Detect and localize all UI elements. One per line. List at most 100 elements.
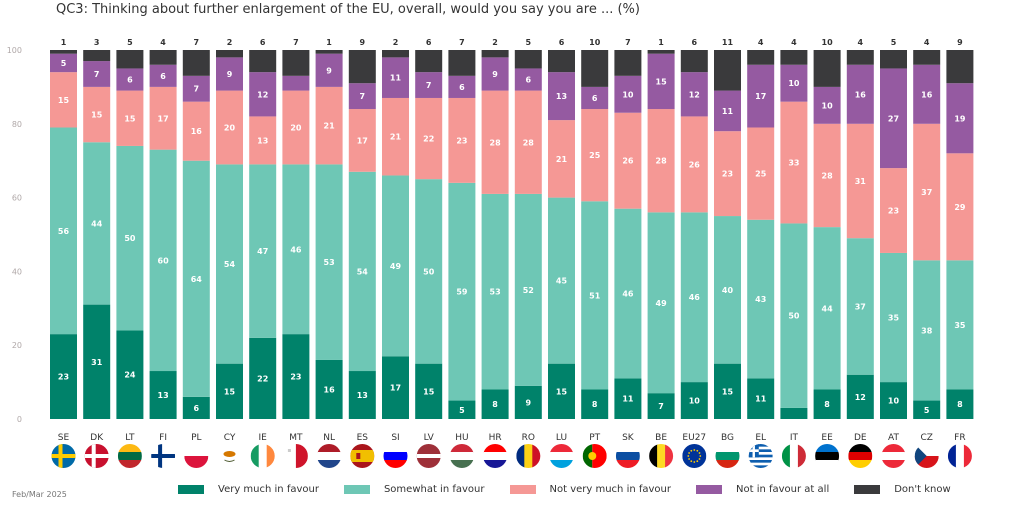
data-label: 28 [656,157,668,166]
data-label: 23 [290,373,301,382]
legend-label: Not in favour at all [736,484,830,495]
bar-segment [481,50,509,58]
bar-segment [348,371,376,419]
flag-icon-se [51,444,76,468]
bar-segment [50,50,77,54]
data-label: 4 [758,38,764,47]
data-label: 9 [360,38,366,47]
data-label: 47 [257,247,268,256]
flag-icon-fi [151,444,176,468]
bar-group-at: 10 35 23 27 5 [880,38,907,419]
bar-group-nl: 16 53 21 9 1 [315,38,343,419]
bar-group-fr: 8 35 29 19 9 [946,38,974,419]
data-label: 26 [689,160,701,169]
data-label: 59 [456,288,468,297]
bar-segment [149,86,177,150]
bar-segment [880,168,907,253]
bar-group-it: 50 33 10 4 [780,38,808,419]
data-label: 27 [888,114,899,123]
bar-group-se: 23 56 15 5 1 [50,38,77,419]
legend-item: Not very much in favour [509,484,671,495]
y-tick-label: 40 [12,267,22,276]
x-tick-label: FI [159,433,167,443]
data-label: 49 [656,299,668,308]
legend-label: Somewhat in favour [383,484,485,495]
bar-segment [747,378,775,419]
flag-icon-sk [615,444,640,468]
x-tick-label: CZ [920,433,932,443]
flag-icon-lt [117,444,142,468]
bar-segment [647,50,675,54]
data-label: 26 [622,157,634,166]
bar-segment [946,50,974,84]
data-label: 1 [658,38,664,47]
data-label: 6 [459,83,465,92]
data-label: 13 [556,92,567,101]
data-label: 12 [257,90,268,99]
x-tick-label: ES [357,433,369,443]
data-label: 2 [227,38,233,47]
data-label: 12 [855,393,866,402]
legend-swatch [178,485,204,494]
data-label: 56 [58,227,70,236]
data-label: 11 [622,395,634,404]
flag-icon-bg [715,444,740,468]
data-label: 23 [456,136,467,145]
data-label: 35 [954,321,966,330]
data-label: 46 [622,290,634,299]
x-tick-label: PL [191,433,201,443]
bar-segment [880,252,907,383]
bar-segment [149,371,177,419]
data-label: 60 [158,256,170,265]
x-tick-label: HR [489,433,502,443]
data-label: 35 [888,314,900,323]
bar-segment [249,72,277,117]
y-tick-label: 80 [12,120,22,129]
bar-segment [548,363,575,419]
data-label: 37 [921,188,932,197]
bar-segment [448,97,476,183]
data-label: 15 [656,77,668,86]
data-label: 5 [127,38,133,47]
x-tick-label: SK [622,433,635,443]
data-label: 5 [924,406,930,415]
bar-segment [448,400,476,419]
bar-segment [680,50,708,73]
x-tick-label: SI [391,433,399,443]
data-label: 49 [390,262,402,271]
bar-group-ro: 9 52 28 6 5 [514,38,542,419]
bar-group-pl: 6 64 16 7 7 [182,38,210,419]
data-label: 23 [888,207,899,216]
bar-segment [647,212,675,394]
data-label: 50 [124,234,136,243]
bar-segment [913,50,941,65]
bar-segment [116,50,144,69]
bar-segment [846,64,874,124]
x-tick-label: LT [125,433,135,443]
bar-segment [83,304,111,419]
bar-segment [514,385,542,419]
flag-icon-eu27 [682,444,707,468]
bar-group-hr: 8 53 28 9 2 [481,38,509,419]
bar-group-mt: 23 46 20 7 [282,38,310,419]
flag-icon-lv [416,444,441,468]
data-label: 17 [390,384,401,393]
bar-segment [50,127,77,335]
data-label: 7 [94,70,100,79]
bar-segment [415,72,443,98]
data-label: 51 [589,291,601,300]
data-label: 15 [423,387,435,396]
data-label: 3 [94,38,100,47]
flag-icon-nl [317,444,342,468]
data-label: 5 [459,406,465,415]
bar-segment [216,90,243,165]
data-label: 15 [91,111,103,120]
data-label: 38 [921,326,933,335]
bar-segment [448,50,476,76]
bar-segment [315,50,343,54]
bar-segment [747,64,775,128]
data-label: 7 [293,38,299,47]
flag-icon-ie [250,444,275,468]
y-tick-label: 0 [17,415,22,424]
bar-segment [680,116,708,213]
